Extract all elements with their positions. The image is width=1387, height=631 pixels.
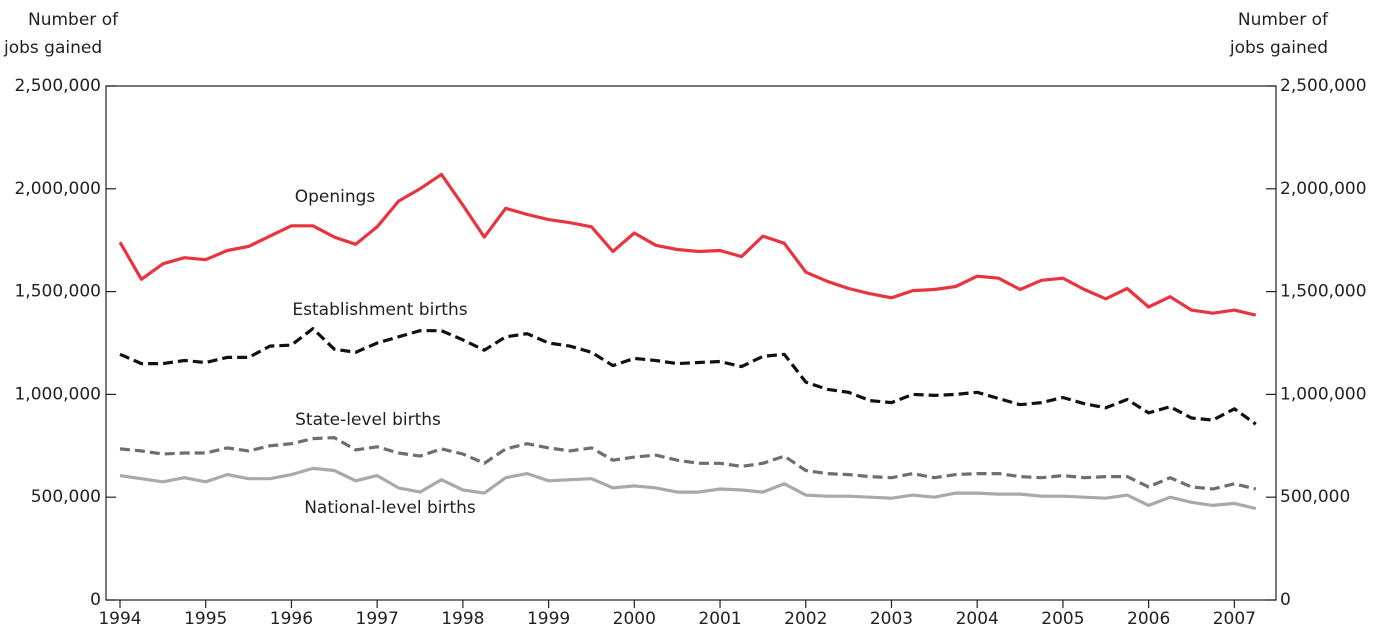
y-tick-label: 0 xyxy=(90,590,101,610)
y2-tick-label: 1,500,000 xyxy=(1280,282,1367,302)
x-tick-label: 2005 xyxy=(1041,609,1084,629)
series-label: National-level births xyxy=(304,498,476,518)
y2-tick-label: 0 xyxy=(1280,590,1291,610)
x-tick-label: 2001 xyxy=(698,609,741,629)
y-axis-label-line: Number of xyxy=(28,10,119,30)
x-tick-label: 2007 xyxy=(1213,609,1256,629)
y-axis-label-line: jobs gained xyxy=(3,38,102,58)
series-line xyxy=(119,466,1257,511)
y-tick-label: 1,500,000 xyxy=(14,282,101,302)
x-tick-label: 2004 xyxy=(956,609,999,629)
series-line xyxy=(118,172,1257,317)
series-line xyxy=(119,436,1257,491)
x-tick-label: 1998 xyxy=(441,609,484,629)
y2-tick-label: 2,000,000 xyxy=(1280,179,1367,199)
y2-axis-label-line: jobs gained xyxy=(1229,38,1328,58)
plot-frame xyxy=(105,85,1277,601)
x-tick-label: 1997 xyxy=(356,609,399,629)
y-tick-label: 500,000 xyxy=(31,487,101,507)
series-label: Openings xyxy=(295,187,376,207)
series-line xyxy=(119,327,1257,426)
series-label: Establishment births xyxy=(292,300,467,320)
x-tick-label: 2003 xyxy=(870,609,913,629)
y2-axis-label-line: Number of xyxy=(1238,10,1329,30)
x-tick-label: 2006 xyxy=(1127,609,1170,629)
x-tick-label: 1995 xyxy=(184,609,227,629)
y-tick-label: 2,000,000 xyxy=(14,179,101,199)
y-tick-label: 2,500,000 xyxy=(14,76,101,96)
x-tick-label: 2002 xyxy=(784,609,827,629)
series-label: State-level births xyxy=(295,410,441,430)
x-tick-label: 2000 xyxy=(613,609,656,629)
y-tick-label: 1,000,000 xyxy=(14,384,101,404)
x-tick-label: 1999 xyxy=(527,609,570,629)
x-tick-label: 1994 xyxy=(98,609,141,629)
y2-tick-label: 2,500,000 xyxy=(1280,76,1367,96)
y2-tick-label: 500,000 xyxy=(1280,487,1350,507)
y2-tick-label: 1,000,000 xyxy=(1280,384,1367,404)
x-tick-label: 1996 xyxy=(270,609,313,629)
